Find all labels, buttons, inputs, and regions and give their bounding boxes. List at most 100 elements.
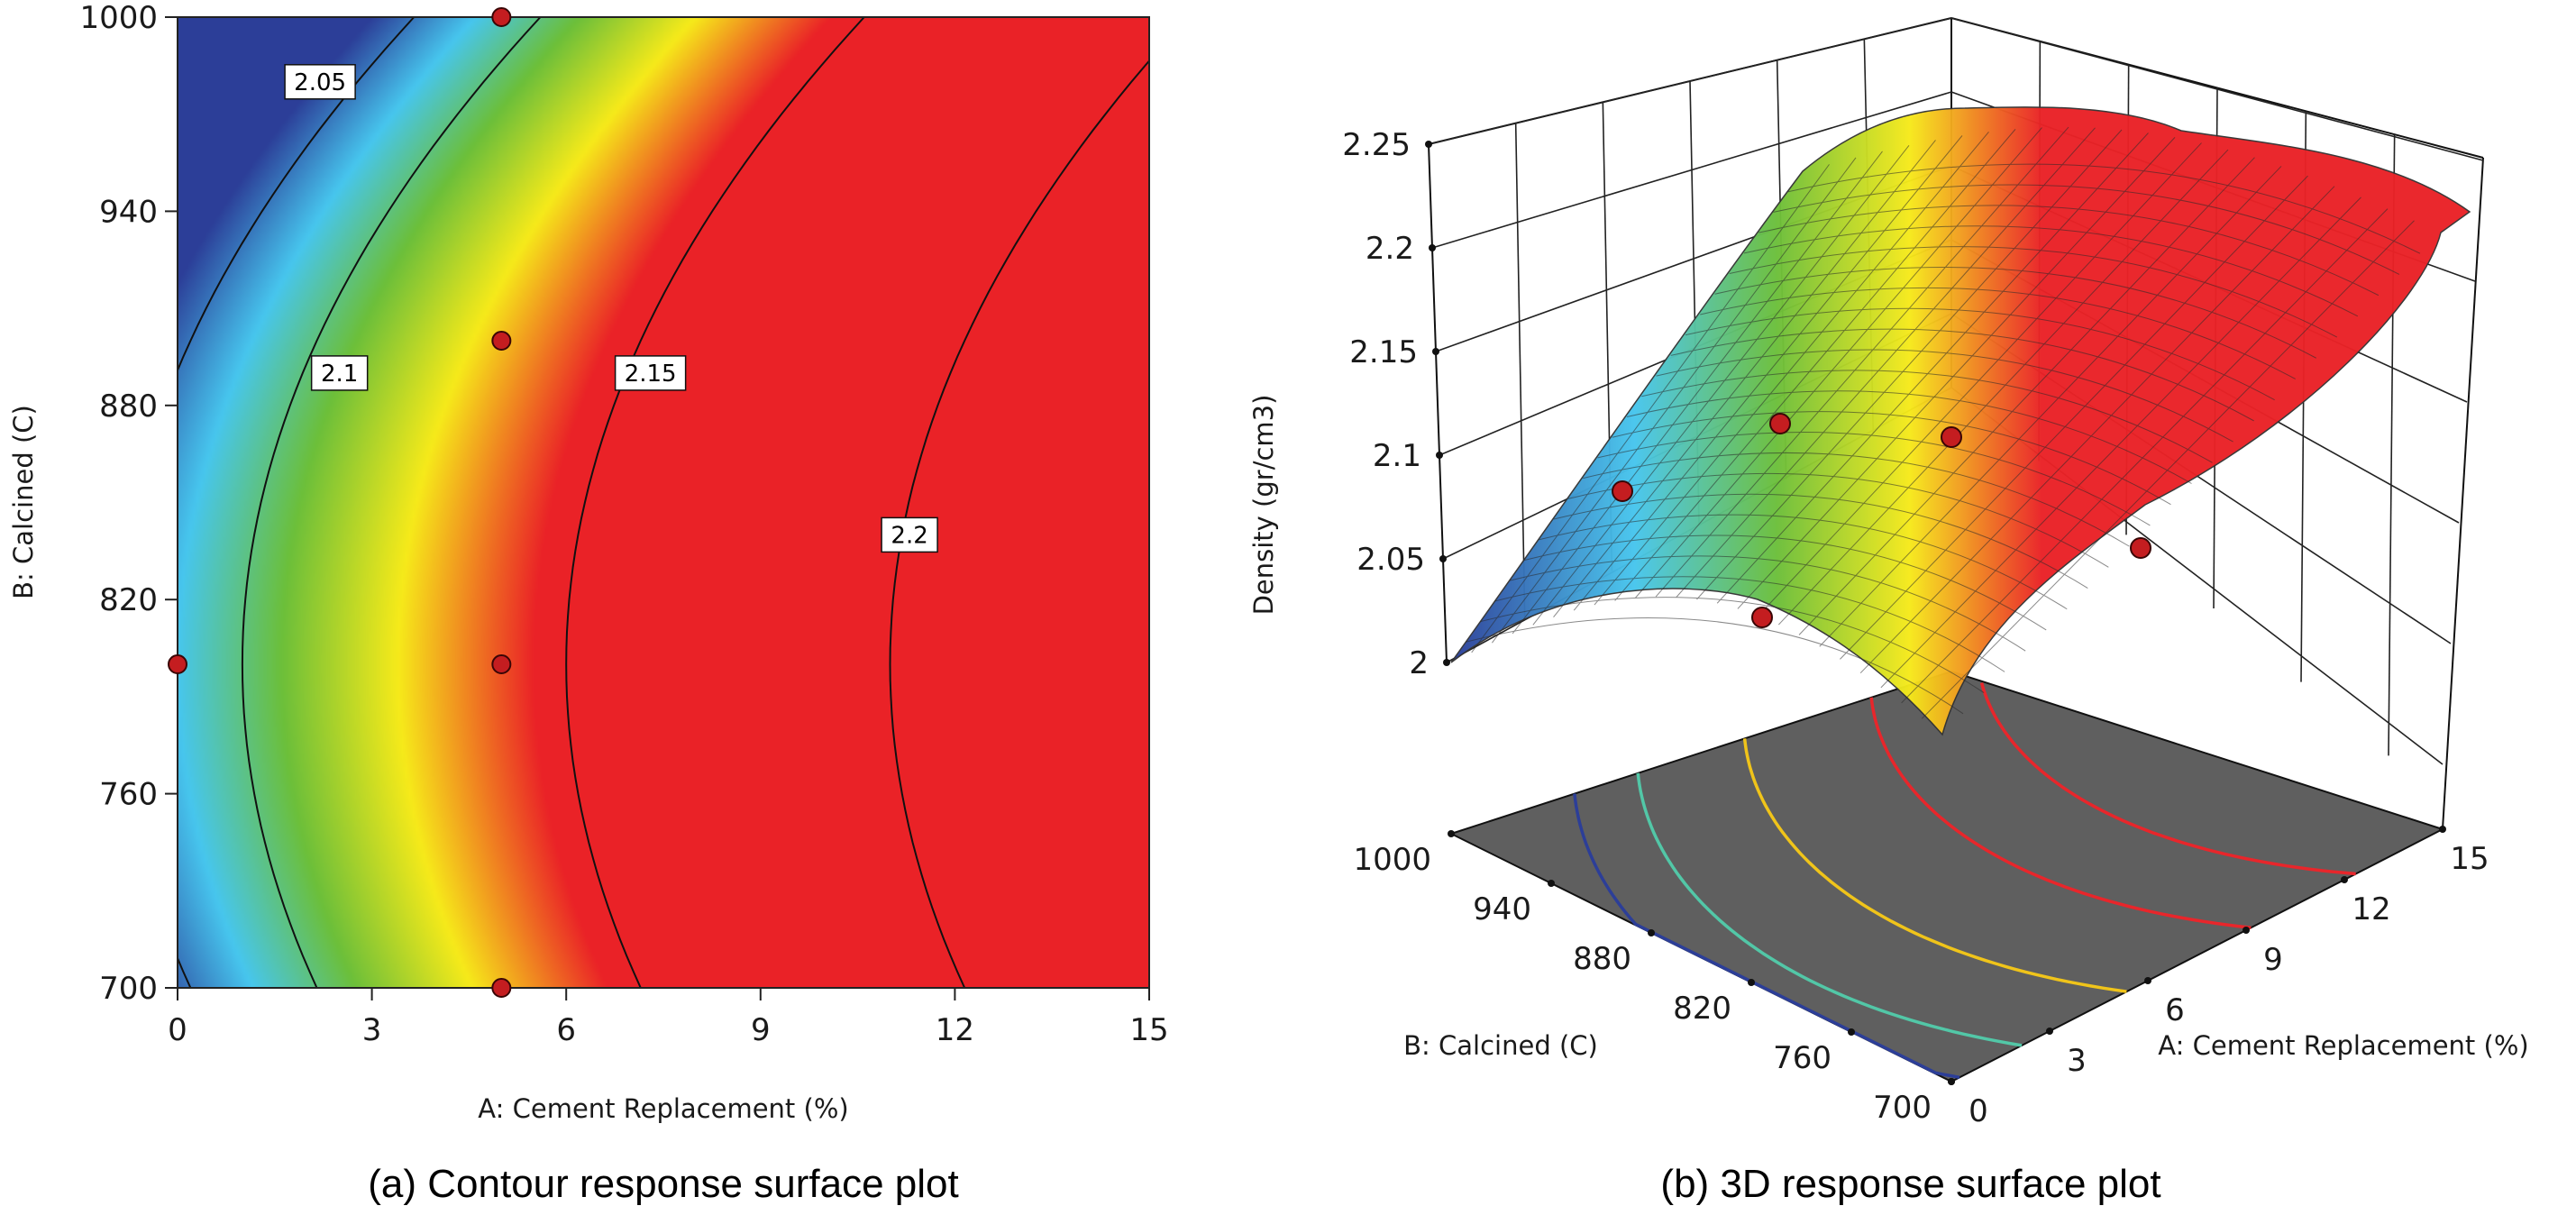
x-tick-label: 0 [1969, 1093, 1988, 1129]
contour-label: 2.05 [294, 69, 346, 96]
x-tick-label: 9 [2263, 942, 2283, 978]
z-tick-label: 2.15 [1349, 334, 1418, 370]
mesh-line [1641, 370, 2213, 463]
mesh-line [1676, 127, 2096, 598]
wall-grid-vline [1514, 123, 1526, 617]
x-tick-mark [2243, 927, 2250, 934]
surface-3d-panel: 2 2.05 2.1 2.15 2.2 2.25 700 760 820 880 940 1000 0 3… [1248, 17, 2529, 1206]
mesh-line [1696, 129, 2123, 600]
design-point [491, 978, 512, 998]
design-point [168, 654, 187, 674]
x-tick-label: 3 [362, 1012, 382, 1048]
contour-label-box [881, 516, 938, 553]
y-tick-mark [1548, 880, 1555, 887]
contour-label-box [284, 64, 356, 100]
mesh-line [1480, 597, 1985, 693]
mesh-line [1700, 287, 2296, 379]
z-tick-mark [1443, 659, 1450, 666]
mesh-line [1859, 186, 2335, 674]
contour-heatmap [178, 17, 1149, 988]
mesh-line [1539, 514, 2068, 610]
x-tick-label: 15 [1129, 1012, 1168, 1048]
x-tick-mark [2144, 977, 2151, 984]
z-tick-mark [1439, 555, 1447, 562]
floor-contour-line [1979, 682, 2356, 876]
floor-contours [1573, 682, 2356, 1080]
surface-design-point [1751, 607, 1773, 628]
surface-design-point [1612, 480, 1633, 502]
mesh-line [1729, 246, 2338, 338]
mesh-line [1509, 555, 2026, 652]
surface-x-axis-title: A: Cement Replacement (%) [2158, 1030, 2528, 1061]
y-tick-label: 940 [99, 194, 158, 230]
contour-label: 2.15 [625, 361, 677, 388]
contour-axis-ticks: 0 3 6 9 12 15 700 760 820 880 940 1000 [79, 0, 1168, 1048]
z-tick-mark [1436, 452, 1443, 459]
contour-label-box [614, 355, 687, 391]
contour-y-axis-title: B: Calcined (C) [8, 405, 39, 599]
design-point [491, 331, 512, 351]
mesh-line [1626, 390, 2192, 484]
floor-contour-line [1869, 697, 2252, 929]
response-surface [1450, 106, 2471, 736]
z-tick-label: 2.2 [1366, 231, 1414, 267]
x-tick-label: 9 [751, 1012, 771, 1048]
design-point [491, 7, 512, 27]
mesh-line [1466, 617, 1964, 715]
y-tick-label: 760 [1773, 1040, 1832, 1076]
mesh-line [1573, 135, 1963, 611]
floor-contour-line [1573, 793, 1960, 1080]
floor-contour-line [1742, 738, 2127, 993]
mesh-line [1670, 328, 2254, 422]
mesh-line [1777, 149, 2229, 626]
mesh-line [1567, 472, 2109, 568]
surface-y-axis-title: B: Calcined (C) [1403, 1030, 1598, 1061]
mesh-line [1655, 126, 2069, 598]
mesh-line [1532, 145, 1910, 626]
y-tick-label: 820 [99, 582, 158, 618]
mesh-line [1597, 432, 2151, 526]
mesh-line [1880, 196, 2361, 689]
surface-z-axis-title: Density (gr/cm3) [1248, 395, 1279, 616]
x-tick-mark [2439, 826, 2446, 833]
x-tick-mark [1948, 1078, 1955, 1085]
surface-design-points [1612, 413, 2151, 628]
mesh-line [1492, 157, 1857, 644]
surface-caption: (b) 3D response surface plot [1660, 1162, 2160, 1206]
surface-design-point [1941, 426, 1962, 448]
x-tick-label: 6 [556, 1012, 576, 1048]
y-tick-mark [1848, 1028, 1855, 1036]
design-point [491, 654, 512, 674]
surface-axis-ticks: 2 2.05 2.1 2.15 2.2 2.25 700 760 820 880 940 1000 0 3… [1342, 127, 2489, 1129]
mesh-line [1494, 576, 2005, 672]
x-tick-mark [2046, 1028, 2053, 1035]
mesh-line [1612, 411, 2171, 506]
x-tick-label: 0 [168, 1012, 187, 1048]
mesh-line [1524, 534, 2047, 631]
mesh-line [1583, 452, 2130, 547]
mesh-line [1594, 132, 1989, 606]
y-tick-mark [1748, 979, 1755, 986]
contour-label-box [310, 355, 369, 391]
x-tick-mark [2341, 876, 2348, 883]
mesh-line [1798, 157, 2255, 635]
y-tick-mark [1648, 929, 1655, 936]
z-tick-label: 2.25 [1342, 127, 1411, 163]
contour-line-2.2 [889, 59, 1149, 988]
contour-x-axis-title: A: Cement Replacement (%) [478, 1093, 848, 1124]
floor-contour-line [1636, 772, 2023, 1047]
y-tick-mark [1448, 830, 1455, 837]
z-tick-label: 2.1 [1373, 438, 1421, 474]
mesh-line [1614, 129, 2016, 601]
y-tick-label: 1000 [79, 0, 158, 36]
surface-design-point [2130, 537, 2151, 559]
mesh-line [1901, 208, 2389, 704]
contour-line-2.15 [565, 17, 865, 988]
mesh-line [1758, 142, 2202, 617]
x-tick-label: 3 [2067, 1043, 2087, 1079]
mesh-line [1819, 166, 2282, 647]
mesh-line [1716, 132, 2149, 604]
x-tick-label: 12 [2352, 891, 2390, 927]
z-tick-mark [1432, 348, 1439, 355]
mesh-line [1512, 151, 1883, 635]
